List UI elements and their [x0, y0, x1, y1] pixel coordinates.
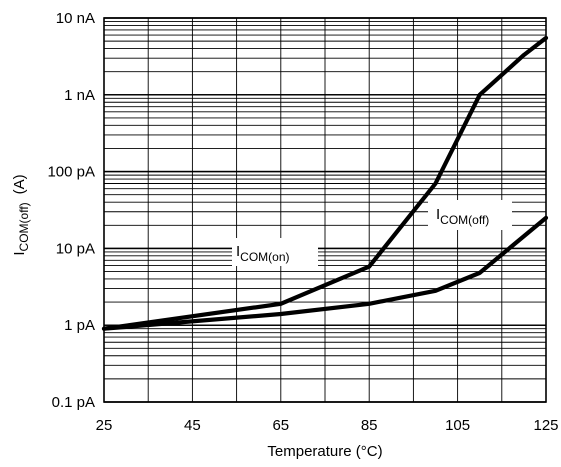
series-label-icom-on-background	[232, 238, 318, 266]
x-axis-title: Temperature (°C)	[267, 443, 382, 460]
plot-frame	[103, 17, 547, 403]
series-label-icom-off-main: I	[436, 206, 440, 223]
y-tick-label: 10 pA	[56, 240, 95, 257]
y-tick-label: 100 pA	[47, 164, 95, 181]
y-axis-title-unit: (A)	[11, 174, 28, 194]
y-tick-label: 10 nA	[56, 10, 95, 27]
x-tick-label: 105	[445, 417, 470, 434]
series-label-icom-on: ICOM(on)	[232, 238, 318, 266]
x-tick-label: 25	[96, 417, 113, 434]
y-axis-title: ICOM(off) (A)	[11, 174, 31, 255]
x-ticks: 25 45 65 85 105 125	[96, 417, 559, 434]
series-line-icom-on	[101, 35, 549, 331]
y-tick-label: 0.1 pA	[52, 394, 95, 411]
x-tick-label: 65	[272, 417, 289, 434]
series-label-icom-on-main: I	[236, 243, 240, 260]
series-label-icom-off: ICOM(off)	[428, 200, 512, 230]
y-axis-title-sub: COM(off)	[17, 202, 31, 251]
series-label-icom-off-background	[428, 200, 512, 230]
x-tick-label: 45	[184, 417, 201, 434]
series-label-icom-off-sub: COM(off)	[440, 213, 489, 227]
series-label-icom-on-text: ICOM(on)	[236, 243, 290, 264]
x-tick-label: 85	[361, 417, 378, 434]
x-tick-label: 125	[533, 417, 558, 434]
y-tick-label: 1 pA	[64, 317, 95, 334]
series-label-icom-on-sub: COM(on)	[240, 250, 289, 264]
series-label-icom-off-text: ICOM(off)	[436, 206, 489, 227]
curves	[101, 35, 549, 331]
y-tick-label: 1 nA	[64, 87, 95, 104]
y-axis-title-main: I	[11, 251, 28, 255]
y-ticks: 0.1 pA 1 pA 10 pA 100 pA 1 nA 10 nA	[47, 10, 95, 411]
series-line-icom-off	[101, 215, 549, 331]
